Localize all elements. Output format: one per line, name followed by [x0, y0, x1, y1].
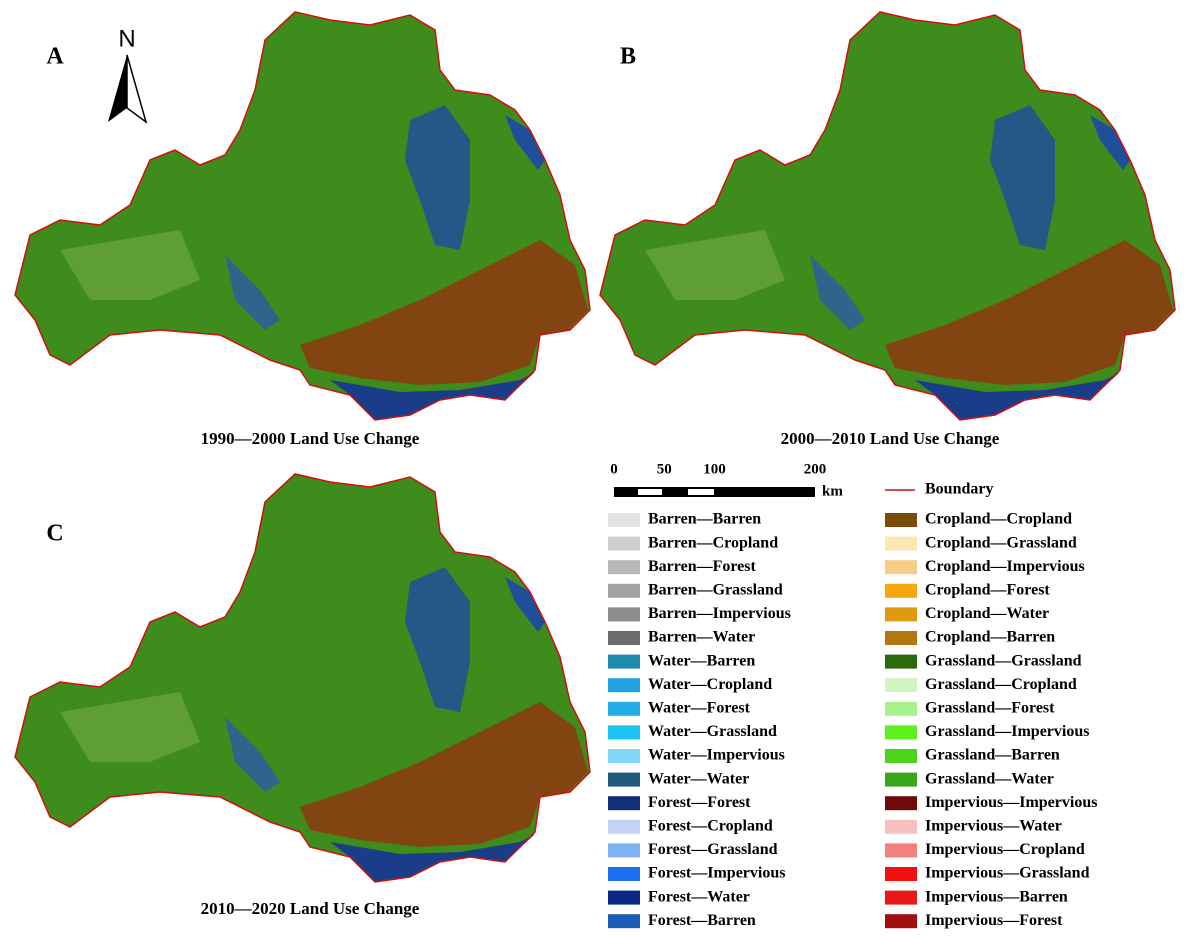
legend-label: Water—Impervious [648, 747, 785, 764]
legend-swatch [608, 607, 640, 622]
legend-swatch [885, 819, 917, 834]
map-c [14, 473, 591, 883]
scale-label: 200 [804, 461, 827, 477]
legend-label: Impervious—Cropland [925, 841, 1085, 858]
legend-swatch [608, 914, 640, 929]
legend-swatch [885, 749, 917, 763]
map-b [599, 11, 1176, 421]
legend-label: Impervious—Water [925, 817, 1062, 834]
panel-caption: 1990—2000 Land Use Change [201, 429, 420, 448]
legend-swatch [885, 867, 917, 881]
legend-label: Cropland—Impervious [925, 558, 1085, 575]
scale-label: 50 [657, 461, 672, 477]
legend-swatch [608, 796, 640, 811]
legend-label: Boundary [925, 481, 993, 498]
legend-swatch [885, 914, 917, 929]
legend-swatch [885, 725, 917, 740]
legend-swatch [608, 583, 640, 598]
map-a [14, 11, 591, 421]
panel-letter: B [620, 44, 636, 70]
legend-label: Barren—Impervious [648, 605, 791, 622]
legend-label: Cropland—Cropland [925, 511, 1072, 528]
legend-label: Cropland—Grassland [925, 534, 1077, 551]
legend-label: Water—Forest [648, 699, 751, 716]
legend-label: Barren—Forest [648, 558, 757, 575]
legend-swatch [885, 607, 917, 622]
legend-label: Cropland—Barren [925, 629, 1055, 646]
legend-label: Forest—Barren [648, 912, 756, 929]
legend-swatch [885, 772, 917, 787]
legend-label: Grassland—Grassland [925, 652, 1082, 669]
legend-swatch [608, 749, 640, 763]
legend-label: Water—Cropland [648, 676, 772, 693]
legend-label: Barren—Grassland [648, 581, 783, 598]
legend-label: Grassland—Cropland [925, 676, 1077, 693]
scale-label: 100 [703, 461, 726, 477]
legend-label: Impervious—Impervious [925, 794, 1097, 811]
legend-label: Barren—Water [648, 629, 755, 646]
scale-label: 0 [610, 461, 618, 477]
legend-swatch [608, 843, 640, 858]
legend-swatch [608, 819, 640, 834]
legend-swatch [608, 654, 640, 669]
north-label: N [118, 25, 135, 52]
legend-swatch [608, 701, 640, 716]
legend-swatch [885, 536, 917, 551]
legend-swatch [608, 536, 640, 551]
panel-letter: A [46, 44, 64, 70]
legend-swatch [608, 560, 640, 575]
legend-label: Water—Grassland [648, 723, 777, 740]
legend-swatch [885, 583, 917, 598]
legend-swatch [608, 631, 640, 645]
legend-label: Grassland—Barren [925, 747, 1060, 764]
legend-swatch [885, 890, 917, 905]
legend-swatch [608, 678, 640, 693]
legend-label: Impervious—Grassland [925, 865, 1090, 882]
legend-label: Forest—Cropland [648, 817, 773, 834]
legend-swatch [885, 631, 917, 645]
legend-swatch [608, 513, 640, 527]
legend-label: Cropland—Water [925, 605, 1049, 622]
legend-swatch [885, 796, 917, 811]
legend-label: Grassland—Forest [925, 699, 1055, 716]
north-arrow: N [108, 25, 148, 124]
legend-swatch [885, 843, 917, 858]
legend-swatch [885, 701, 917, 716]
legend-swatch [608, 772, 640, 787]
legend-swatch [608, 867, 640, 881]
legend-label: Grassland—Water [925, 770, 1054, 787]
panel-caption: 2000—2010 Land Use Change [781, 429, 1000, 448]
scale-bar: 0 50 100 200 km [610, 461, 843, 499]
legend-label: Barren—Barren [648, 511, 761, 528]
legend-label: Water—Water [648, 770, 749, 787]
legend-label: Forest—Impervious [648, 865, 785, 882]
legend-label: Impervious—Forest [925, 912, 1063, 929]
legend-label: Barren—Cropland [648, 534, 778, 551]
legend-label: Impervious—Barren [925, 888, 1068, 905]
legend-swatch [885, 654, 917, 669]
legend-swatch [885, 678, 917, 693]
legend-label: Forest—Grassland [648, 841, 778, 858]
legend-label: Forest—Water [648, 888, 750, 905]
panel-caption: 2010—2020 Land Use Change [201, 899, 420, 918]
legend-swatch [885, 560, 917, 575]
legend-swatch [608, 725, 640, 740]
legend-swatch [885, 513, 917, 527]
legend-label: Forest—Forest [648, 794, 751, 811]
legend-label: Grassland—Impervious [925, 723, 1089, 740]
legend: Boundary Barren—Barren Barren—Cropland Bar… [608, 481, 1097, 929]
legend-swatch [608, 890, 640, 905]
legend-label: Water—Barren [648, 652, 755, 669]
legend-label: Cropland—Forest [925, 581, 1050, 598]
panel-letter: C [46, 521, 63, 547]
scale-unit: km [822, 483, 843, 499]
